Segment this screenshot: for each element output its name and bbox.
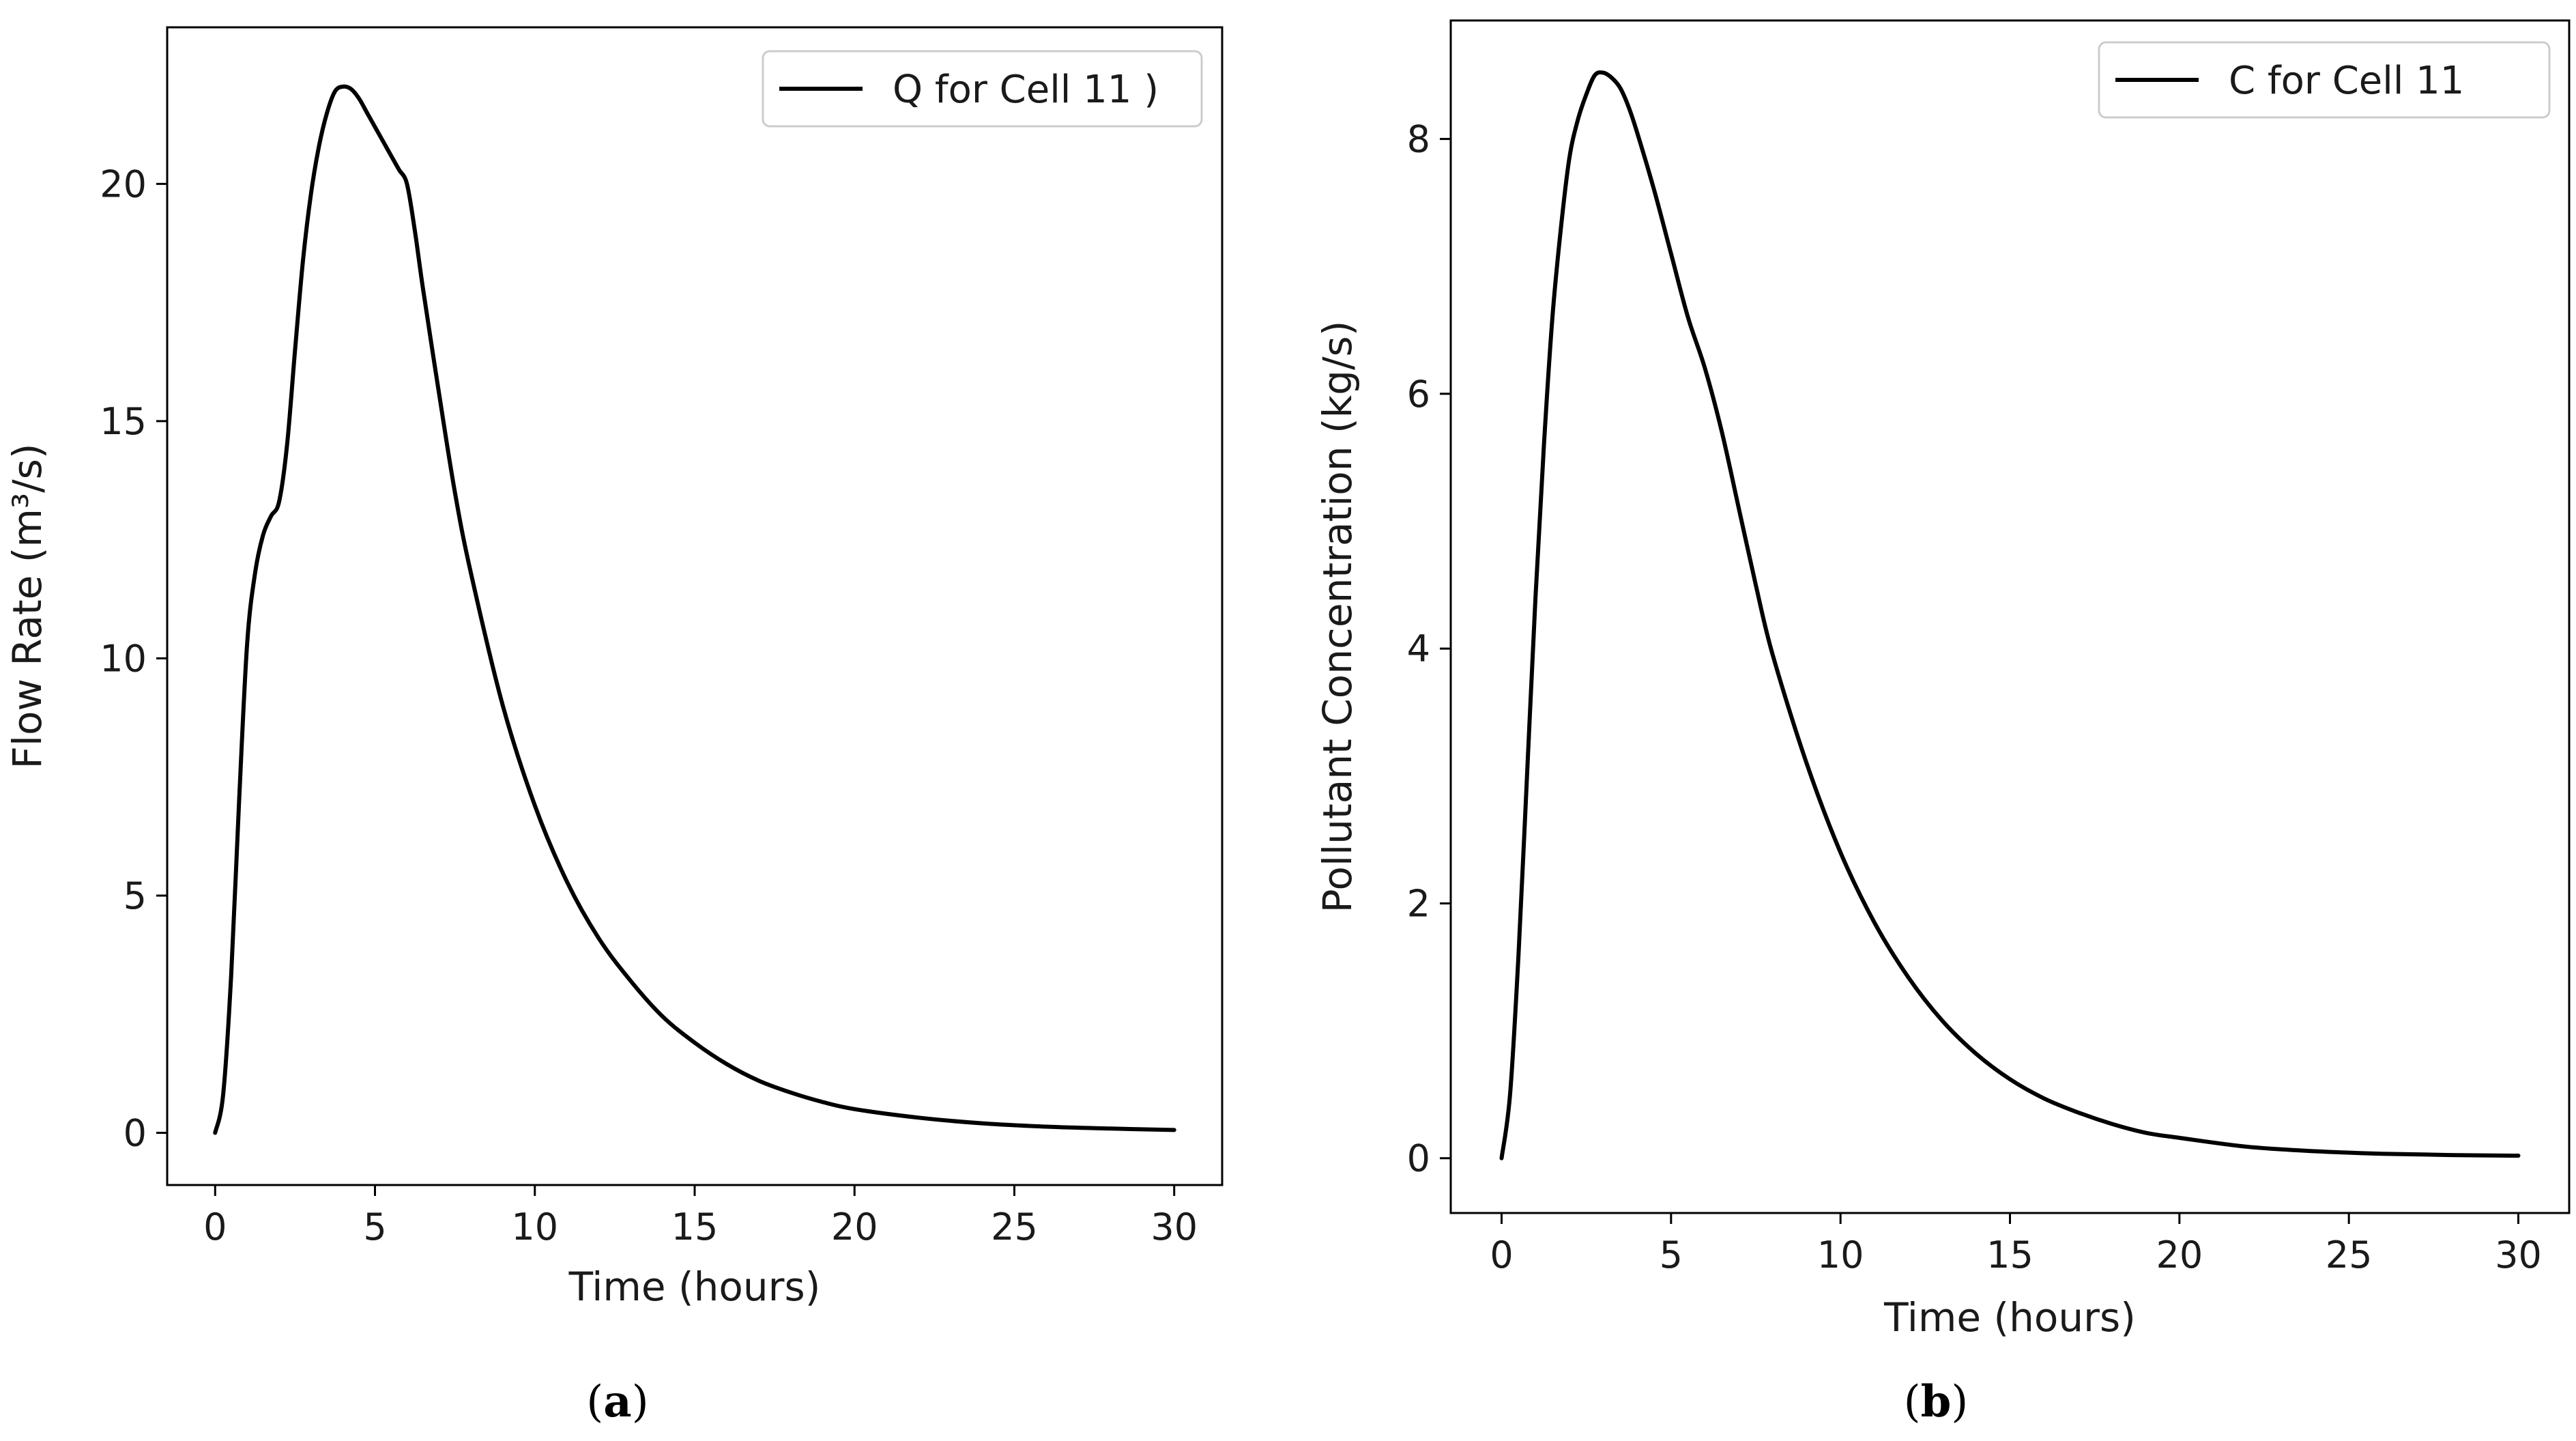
plot-area-frame (166, 26, 1224, 1186)
panel-caption-letter: a (603, 1376, 631, 1427)
x-tick-label: 20 (2156, 1233, 2203, 1276)
y-tick-label: 4 (1407, 627, 1430, 670)
x-tick-label: 20 (831, 1205, 878, 1249)
y-tick-label: 6 (1407, 373, 1430, 416)
legend-label: C for Cell 11 (2229, 59, 2464, 103)
y-axis-label: Flow Rate (m³/s) (4, 443, 50, 769)
legend-label: Q for Cell 11 ) (893, 68, 1159, 112)
x-tick-label: 30 (1150, 1205, 1198, 1249)
x-tick-label: 0 (1490, 1233, 1513, 1276)
x-tick-label: 25 (991, 1205, 1038, 1249)
legend-box (2098, 41, 2551, 119)
x-tick-label: 5 (363, 1205, 386, 1249)
x-tick-label: 5 (1660, 1233, 1683, 1276)
legend: Q for Cell 11 ) (762, 50, 1203, 128)
y-tick-label: 0 (1407, 1137, 1430, 1180)
series-line (213, 84, 1176, 1135)
x-axis-label: Time (hours) (568, 1264, 821, 1310)
y-tick-label: 8 (1407, 118, 1430, 161)
x-tick-label: 10 (511, 1205, 558, 1249)
x-axis-label: Time (hours) (1883, 1294, 2136, 1341)
legend: C for Cell 11 (2098, 41, 2551, 119)
y-axis-label: Pollutant Concentration (kg/s) (1314, 321, 1361, 913)
x-tick-label: 0 (203, 1205, 227, 1249)
x-tick-label: 25 (2326, 1233, 2373, 1276)
y-tick-label: 20 (100, 162, 147, 205)
y-tick-label: 0 (124, 1112, 147, 1155)
x-tick-label: 10 (1817, 1233, 1864, 1276)
panel-caption: (b) (1904, 1376, 1969, 1427)
y-tick-label: 10 (100, 637, 147, 680)
panel-b: 0 5 10 15 20 25 30 0 2 4 6 8 Time (hours) Pollutant C… (1314, 19, 2571, 1427)
panel-caption: (a) (586, 1376, 648, 1427)
x-tick-label: 30 (2495, 1233, 2542, 1276)
panel-caption-letter: b (1921, 1376, 1952, 1427)
plot-area-frame (1449, 19, 2571, 1214)
x-tick-label: 15 (1986, 1233, 2034, 1276)
legend-box (762, 50, 1203, 128)
x-tick-label: 15 (671, 1205, 719, 1249)
series-line (1499, 70, 2521, 1160)
y-tick-label: 15 (100, 400, 147, 443)
y-tick-label: 2 (1407, 882, 1430, 925)
y-tick-label: 5 (124, 874, 147, 917)
